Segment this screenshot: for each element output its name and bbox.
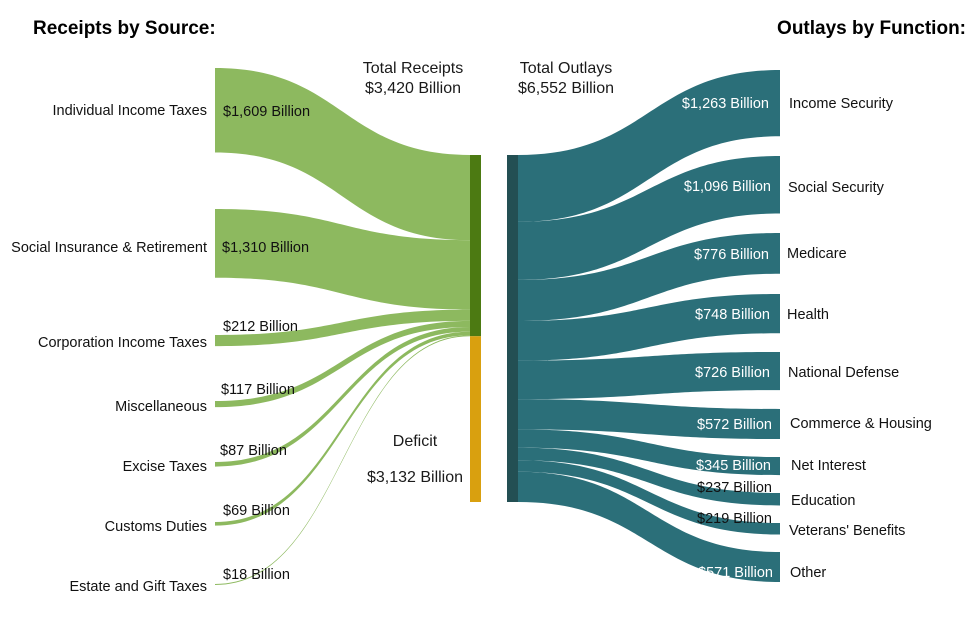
outlay-label-income-security: Income Security — [789, 96, 894, 112]
outlay-label-social-security: Social Security — [788, 180, 885, 196]
receipt-value-individual-income-taxes: $1,609 Billion — [223, 104, 310, 120]
receipt-flow-excise-taxes — [215, 327, 470, 467]
total-receipts-value: $3,420 Billion — [365, 80, 461, 97]
receipt-value-social-insurance-retirement: $1,310 Billion — [222, 240, 309, 256]
receipt-value-excise-taxes: $87 Billion — [220, 443, 287, 459]
flow-labels: Individual Income Taxes $1,609 Billion Soc… — [11, 96, 932, 595]
receipt-value-miscellaneous: $117 Billion — [221, 382, 295, 398]
outlay-flow-medicare — [518, 233, 780, 322]
outlay-flow-health — [518, 294, 780, 361]
receipt-label-miscellaneous: Miscellaneous — [115, 399, 207, 415]
receipt-value-corporation-income-taxes: $212 Billion — [223, 319, 298, 335]
receipt-label-individual-income-taxes: Individual Income Taxes — [53, 103, 208, 119]
receipt-label-customs-duties: Customs Duties — [105, 519, 207, 535]
total-outlays-bar — [507, 155, 518, 502]
total-receipts-label: Total Receipts — [363, 60, 464, 77]
outlay-flow-income-security — [518, 70, 780, 222]
deficit-value: $3,132 Billion — [367, 469, 463, 486]
outlay-flows — [518, 70, 780, 582]
outlay-value-social-security: $1,096 Billion — [684, 179, 771, 195]
outlay-label-education: Education — [791, 493, 856, 509]
outlay-label-national-defense: National Defense — [788, 365, 899, 381]
receipt-label-excise-taxes: Excise Taxes — [123, 459, 207, 475]
receipts-heading: Receipts by Source: — [33, 18, 216, 39]
total-receipts-bar — [470, 155, 481, 337]
outlay-value-income-security: $1,263 Billion — [682, 96, 769, 112]
receipt-value-customs-duties: $69 Billion — [223, 503, 290, 519]
outlay-label-net-interest: Net Interest — [791, 458, 866, 474]
deficit-label: Deficit — [393, 433, 438, 450]
receipt-flow-individual-income-taxes — [215, 68, 470, 241]
receipt-flow-customs-duties — [215, 331, 470, 526]
receipt-value-estate-and-gift-taxes: $18 Billion — [223, 567, 290, 583]
outlay-label-medicare: Medicare — [787, 246, 847, 262]
outlay-value-medicare: $776 Billion — [694, 247, 769, 263]
outlay-label-commerce-housing: Commerce & Housing — [790, 416, 932, 432]
outlay-value-health: $748 Billion — [695, 307, 770, 323]
outlay-value-commerce-housing: $572 Billion — [697, 417, 772, 433]
receipt-label-social-insurance-retirement: Social Insurance & Retirement — [11, 240, 207, 256]
outlay-value-veterans-benefits: $219 Billion — [697, 511, 772, 527]
outlay-value-net-interest: $345 Billion — [696, 458, 771, 474]
receipt-label-corporation-income-taxes: Corporation Income Taxes — [38, 335, 207, 351]
total-outlays-value: $6,552 Billion — [518, 80, 614, 97]
receipt-label-estate-and-gift-taxes: Estate and Gift Taxes — [69, 579, 207, 595]
outlay-flow-other — [518, 471, 780, 582]
outlays-heading: Outlays by Function: — [777, 18, 966, 39]
center-bars — [470, 155, 518, 502]
receipt-flow-corporation-income-taxes — [215, 309, 470, 347]
receipt-flows — [215, 68, 470, 585]
receipt-flow-miscellaneous — [215, 320, 470, 408]
outlay-flow-education — [518, 447, 780, 506]
outlay-flow-veterans-benefits — [518, 460, 780, 535]
outlay-label-veterans-benefits: Veterans' Benefits — [789, 523, 905, 539]
receipt-flow-estate-and-gift-taxes — [215, 335, 470, 585]
outlay-flow-social-security — [518, 156, 780, 280]
total-outlays-label: Total Outlays — [520, 60, 612, 77]
outlay-flow-net-interest — [518, 429, 780, 476]
outlay-flow-commerce-housing — [518, 399, 780, 440]
outlay-label-other: Other — [790, 565, 826, 581]
receipt-flow-social-insurance-retirement — [215, 209, 470, 310]
outlay-value-other: $571 Billion — [698, 565, 773, 581]
outlay-label-health: Health — [787, 307, 829, 323]
outlay-value-education: $237 Billion — [697, 480, 772, 496]
deficit-bar — [470, 336, 481, 502]
outlay-value-national-defense: $726 Billion — [695, 365, 770, 381]
outlay-flow-national-defense — [518, 352, 780, 400]
